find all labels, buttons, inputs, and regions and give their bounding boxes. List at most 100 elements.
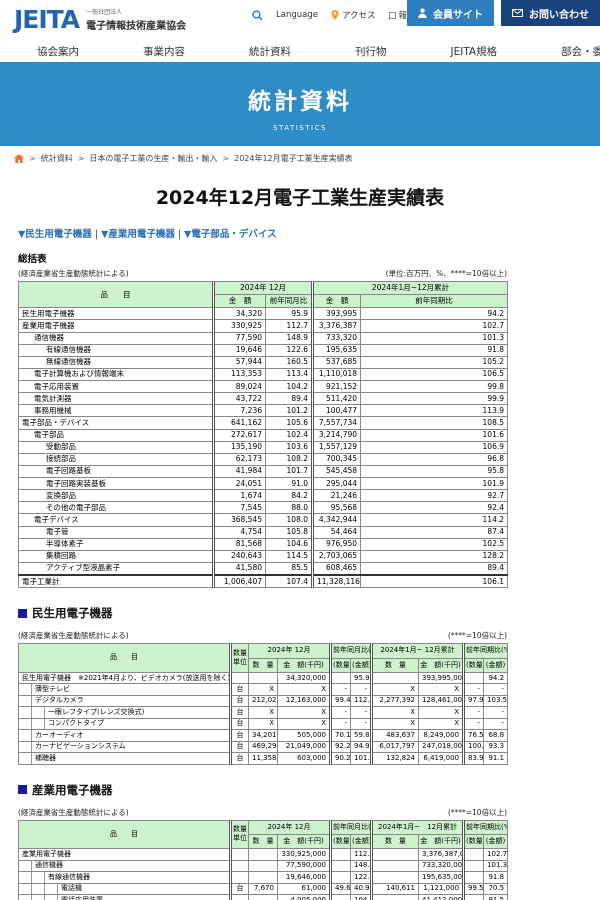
value-cell: 148.9 [350, 859, 373, 873]
value-cell [329, 848, 352, 861]
value-cell: 89,024 [212, 379, 266, 394]
anchor-components[interactable]: ▼電子部品・デバイス [184, 229, 277, 240]
unit-cell: 台 [229, 882, 249, 896]
item-label: 電子部品 [18, 428, 214, 442]
value-cell: 19,646,000 [276, 871, 332, 884]
person-icon [418, 8, 427, 18]
value-cell: 90.2 [329, 752, 352, 765]
press-icon [388, 11, 396, 19]
access-link[interactable]: アクセス [331, 9, 376, 21]
value-cell: 212,027 [248, 694, 278, 708]
section-square-icon [18, 785, 27, 794]
value-cell: 104.5 [350, 894, 373, 900]
value-cell: - [483, 717, 509, 731]
item-label: 電話機 [18, 882, 231, 896]
value-cell: 87.4 [360, 525, 509, 539]
table-row: 半導体素子 81,568 104.6 976,950 102.5 [18, 537, 509, 551]
home-icon[interactable] [14, 154, 24, 163]
contact-button[interactable]: お問い合わせ [501, 0, 600, 26]
breadcrumb: > 統計資料 > 日本の電子工業の生産・輸出・輸入 > 2024年12月電子工業… [0, 146, 600, 169]
source-note: (経済産業省生産動態統計による) [18, 631, 129, 641]
value-cell: 104.2 [264, 379, 314, 394]
nav-item-about[interactable]: 協会案内 [37, 45, 79, 58]
value-cell: 7,670 [248, 882, 278, 896]
item-label: 変換部品 [18, 489, 214, 503]
value-cell: 128,461,000 [418, 694, 465, 708]
sub-col: 数 量 [248, 833, 278, 850]
nav-item-committees[interactable]: 部会・委員会 [561, 45, 600, 58]
table-row: 集積回路 240,643 114.5 2,703,065 128.2 [18, 549, 509, 563]
value-cell: 195,635,000 [418, 871, 465, 884]
value-cell: 3,376,387 [311, 319, 362, 333]
nav-item-standards[interactable]: JEITA規格 [450, 45, 498, 58]
value-cell: 70.5 [483, 882, 509, 896]
nav-item-statistics[interactable]: 統計資料 [249, 45, 291, 58]
unit-cell [229, 871, 249, 884]
sub-col: 数 量 [248, 657, 278, 674]
table-row: その他の電子部品 7,545 88.0 95,568 92.4 [18, 501, 509, 515]
value-cell: 240,643 [212, 549, 266, 563]
anchor-consumer[interactable]: ▼民生用電子機器 [18, 229, 92, 240]
col-item: 品 目 [18, 819, 231, 850]
item-label: 一眼レフタイプ(レンズ交換式) [18, 706, 231, 719]
anchor-industrial[interactable]: ▼産業用電子機器 [101, 229, 175, 240]
table-row: 無線通信機器 57,944 160.5 537,685 105.2 [18, 355, 509, 369]
table-row: 民生用電子機器 34,320 95.9 393,995 94.2 [18, 307, 509, 321]
value-cell: 61,000 [276, 882, 332, 896]
unit-cell: 台 [229, 752, 249, 765]
nav-item-activities[interactable]: 事業内容 [143, 45, 185, 58]
org-type: 一般社団法人 [86, 9, 123, 16]
header-row: 品 目 2024年 12月 2024年1月~12月累計 [18, 280, 509, 309]
language-link[interactable]: Language [276, 10, 318, 20]
value-cell: 97.9 [462, 694, 485, 708]
item-label: 接続部品 [18, 452, 214, 466]
unit-cell [229, 671, 249, 685]
value-cell: 49.6 [329, 882, 352, 896]
value-cell: 41,984 [212, 464, 266, 479]
nav-item-publications[interactable]: 刊行物 [355, 45, 387, 58]
value-cell [329, 871, 352, 884]
col-yoy-period: 前年同期比 [360, 294, 509, 309]
value-cell: 103.5 [483, 694, 509, 708]
breadcrumb-link-production[interactable]: 日本の電子工業の生産・輸出・輸入 [89, 154, 218, 163]
value-cell: - [462, 683, 485, 696]
col-yoy-month: 前年同月比(%) [329, 819, 373, 835]
value-cell: 101.3 [483, 859, 509, 873]
search-button[interactable] [252, 9, 263, 21]
col-yoy-month: 前年同月比(%) [329, 643, 373, 659]
unit-note: (****=10倍以上) [447, 807, 507, 817]
value-cell: 91.8 [483, 871, 509, 884]
value-cell: 106.1 [360, 574, 509, 589]
value-cell: X [248, 706, 278, 719]
page-title: 2024年12月電子工業生産実績表 [155, 187, 445, 209]
jeita-logo[interactable]: JEITA 一般社団法人 電子情報技術産業協会 [14, 7, 186, 32]
table-row: 電子部品 272,617 102.4 3,214,790 101.6 [18, 428, 509, 442]
value-cell: 106.9 [360, 440, 509, 454]
col-qty-unit: 数量 単位 [229, 819, 249, 850]
sub-col: (数量) [329, 833, 352, 850]
unit-cell [229, 894, 249, 900]
value-cell: - [350, 706, 373, 719]
value-cell: 11,358 [248, 752, 278, 765]
value-cell: 76.5 [462, 729, 485, 742]
col-item: 品 目 [18, 280, 214, 309]
breadcrumb-link-statistics[interactable]: 統計資料 [40, 154, 73, 163]
value-cell: 105.8 [264, 525, 314, 539]
unit-cell [229, 848, 249, 861]
member-site-button[interactable]: 会員サイト [407, 0, 494, 26]
value-cell: X [418, 706, 465, 719]
value-cell: 112.7 [350, 848, 373, 861]
value-cell: 393,995,000 [418, 671, 465, 685]
table-row: デジタルカメラ台212,02712,163,00099.4112.42,277,… [18, 694, 509, 708]
value-cell: 3,376,387,000 [418, 848, 465, 861]
value-cell: 140,611 [370, 882, 420, 896]
value-cell: 4,342,944 [311, 513, 362, 527]
value-cell: 92.2 [329, 740, 352, 754]
item-label: 無線通信機器 [18, 355, 214, 369]
value-cell [462, 859, 485, 873]
value-cell: 105.6 [264, 416, 314, 430]
value-cell: - [329, 717, 352, 731]
value-cell: 272,617 [212, 428, 266, 442]
